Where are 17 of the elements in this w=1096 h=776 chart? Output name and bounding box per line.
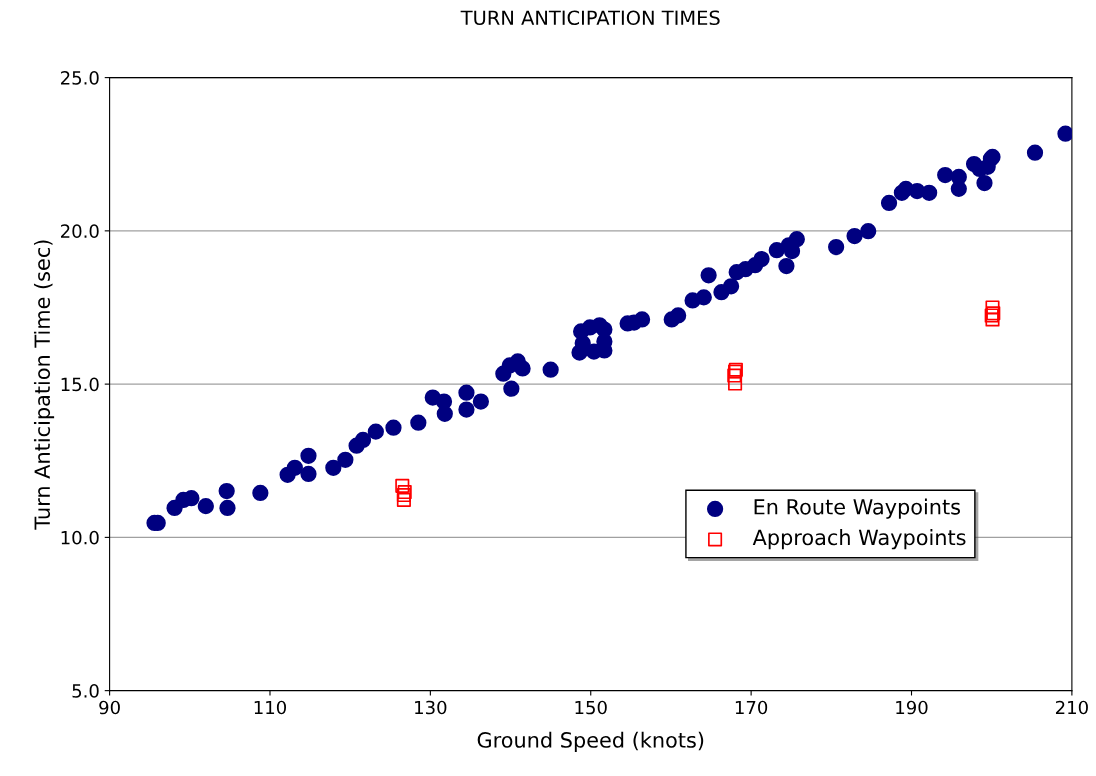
x-axis-title: Ground Speed (knots) <box>477 731 704 752</box>
y-tick-label: 20.0 <box>61 224 99 238</box>
y-tick-label: 10.0 <box>61 530 99 545</box>
x-tick-label: 90 <box>99 700 120 715</box>
y-tick-label: 15.0 <box>61 377 99 392</box>
y-tick-label: 5.0 <box>72 684 99 698</box>
legend-label: En Route Waypoints <box>754 498 961 519</box>
x-tick-label: 150 <box>575 700 607 715</box>
legend-label: Approach Waypoints <box>752 529 966 550</box>
x-tick-label: 190 <box>896 700 928 715</box>
y-axis-title: Turn Anticipation Time (sec) <box>33 240 55 530</box>
x-tick-label: 130 <box>415 700 447 715</box>
chart-title: TURN ANTICIPATION TIMES <box>460 10 720 26</box>
x-tick-label: 110 <box>254 700 287 715</box>
x-tick-label: 210 <box>1055 700 1088 715</box>
y-tick-label: 25.0 <box>61 71 99 85</box>
x-tick-label: 170 <box>735 700 768 715</box>
